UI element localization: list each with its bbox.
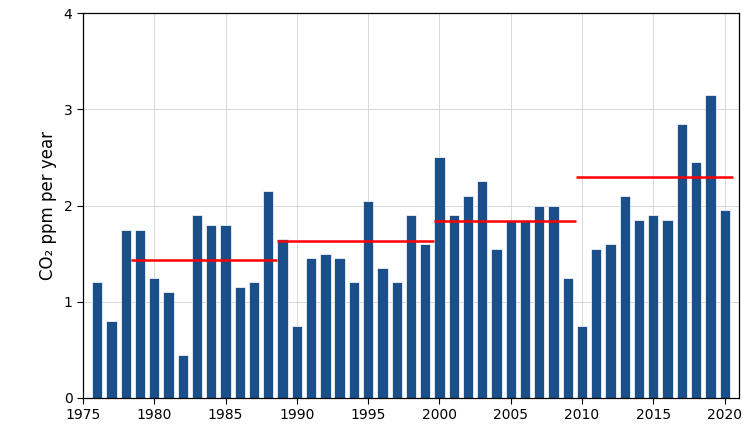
Bar xyxy=(434,157,445,398)
Bar xyxy=(648,215,658,398)
Bar xyxy=(577,326,587,398)
Bar xyxy=(477,182,487,398)
Bar xyxy=(349,282,359,398)
Bar xyxy=(605,244,616,398)
Bar xyxy=(135,229,145,398)
Bar xyxy=(391,282,402,398)
Bar xyxy=(663,220,673,398)
Bar xyxy=(363,201,373,398)
Bar xyxy=(449,215,459,398)
Bar xyxy=(420,244,431,398)
Bar xyxy=(234,287,245,398)
Bar xyxy=(562,278,573,398)
Bar xyxy=(463,196,473,398)
Bar xyxy=(106,321,117,398)
Bar xyxy=(377,268,388,398)
Bar xyxy=(306,259,316,398)
Bar xyxy=(534,206,544,398)
Bar xyxy=(92,282,103,398)
Bar xyxy=(149,278,159,398)
Bar xyxy=(220,225,231,398)
Bar xyxy=(406,215,416,398)
Bar xyxy=(192,215,202,398)
Bar xyxy=(691,162,701,398)
Bar xyxy=(506,220,516,398)
Bar xyxy=(164,292,173,398)
Bar xyxy=(591,249,602,398)
Bar xyxy=(249,282,259,398)
Bar xyxy=(492,249,501,398)
Bar xyxy=(292,326,302,398)
Bar xyxy=(206,225,216,398)
Bar xyxy=(677,124,687,398)
Bar xyxy=(277,239,288,398)
Bar xyxy=(263,191,274,398)
Bar xyxy=(320,254,330,398)
Y-axis label: CO₂ ppm per year: CO₂ ppm per year xyxy=(38,131,57,280)
Bar xyxy=(335,259,345,398)
Bar xyxy=(705,95,716,398)
Bar xyxy=(121,229,131,398)
Bar xyxy=(548,206,559,398)
Bar xyxy=(178,354,188,398)
Bar xyxy=(719,210,730,398)
Bar xyxy=(520,220,530,398)
Bar xyxy=(634,220,644,398)
Bar xyxy=(620,196,630,398)
